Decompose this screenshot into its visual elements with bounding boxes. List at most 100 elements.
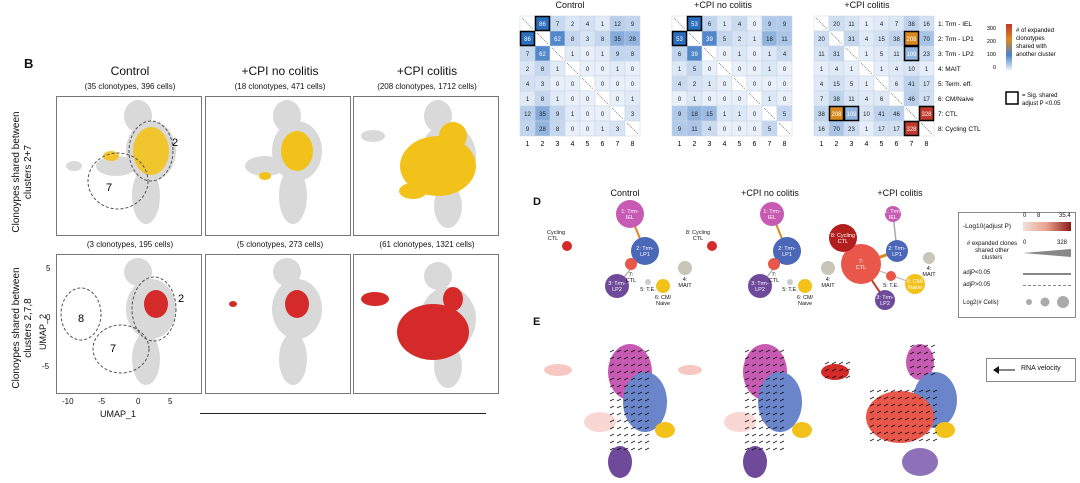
colorbar	[1006, 24, 1012, 70]
velocity-arrow	[904, 431, 910, 435]
velocity-arrow	[630, 377, 636, 381]
matrix-value: 0	[708, 97, 712, 103]
matrix-value: 0	[783, 82, 787, 88]
network-node-label: 3: Trm-	[876, 295, 894, 301]
velocity-arrow	[779, 363, 785, 367]
matrix-row-label: 2: Trm - LP1	[938, 36, 974, 43]
matrix-value: 1	[925, 67, 929, 73]
matrix-value: 1	[678, 67, 682, 73]
velocity-arrow	[609, 363, 615, 367]
network-node-n1	[616, 200, 644, 228]
matrix-value: 39	[706, 37, 713, 43]
velocity-arrow	[772, 377, 778, 381]
matrix-value: 4	[865, 37, 869, 43]
velocity-arrow	[869, 438, 875, 442]
velocity-arrow	[772, 384, 778, 388]
network-node-label: LP2	[880, 301, 890, 307]
matrix-value: 8	[541, 97, 545, 103]
velocity-arrow	[744, 370, 750, 374]
umap-red-cells	[229, 290, 309, 318]
velocity-arrow	[925, 424, 931, 428]
velocity-arrow	[744, 377, 750, 381]
velocity-arrow	[623, 447, 629, 451]
matrix-x-tick: 1	[820, 141, 824, 148]
matrix-value: 0	[631, 82, 635, 88]
network-title-colitis: +CPI colitis	[877, 188, 923, 198]
velocity-arrow	[930, 365, 936, 369]
network-node-label: 8: Cycling	[831, 233, 855, 239]
velocity-arrow	[644, 398, 650, 402]
matrix-diagonal	[718, 62, 731, 75]
matrix-value: 4	[880, 22, 884, 28]
matrix-value: 0	[768, 82, 772, 88]
matrix-x-tick: 8	[783, 141, 787, 148]
cluster2-outline	[131, 276, 177, 342]
network-node-label: 4:	[826, 277, 831, 283]
matrix-x-tick: 4	[723, 141, 727, 148]
matrix-value: 0	[753, 67, 757, 73]
velocity-arrow	[644, 363, 650, 367]
matrix-row-label: 3: Trm - LP2	[938, 51, 974, 58]
matrix-value: 1	[865, 127, 869, 133]
matrix-value: 1	[556, 67, 560, 73]
matrix-value: 10	[908, 67, 915, 73]
network-node-label: 5: T.E.	[782, 287, 798, 293]
matrix-value: 12	[524, 112, 531, 118]
velocity-arrow	[779, 405, 785, 409]
matrix-sig-box	[918, 105, 935, 122]
velocity-arrow	[918, 438, 924, 442]
velocity-arrow	[765, 384, 771, 388]
velocity-arrow	[883, 417, 889, 421]
matrix-value: 0	[753, 22, 757, 28]
velocity-arrow	[630, 398, 636, 402]
velocity-arrow	[779, 370, 785, 374]
velocity-arrow	[744, 398, 750, 402]
velocity-arrow	[637, 440, 643, 444]
velocity-arrow	[637, 412, 643, 416]
matrix-value: 38	[893, 37, 900, 43]
matrix-value: 3	[586, 37, 590, 43]
velocity-arrow	[744, 447, 750, 451]
matrix-sig-box	[903, 120, 920, 137]
velocity-arrow	[616, 384, 622, 388]
matrix-x-tick: 2	[541, 141, 545, 148]
network-node-label: Naive	[798, 301, 812, 307]
velocity-arrow	[623, 412, 629, 416]
matrix-diagonal	[763, 107, 776, 120]
matrix-value: 6	[895, 82, 899, 88]
velocity-arrow	[925, 403, 931, 407]
network-node-label: MAIT	[678, 283, 692, 289]
velocity-arrow	[883, 438, 889, 442]
network-node-label: IEL	[889, 215, 897, 221]
legend-logp-max: 35.4	[1059, 213, 1071, 219]
velocity-arrow	[630, 447, 636, 451]
matrix-value: 9	[526, 127, 530, 133]
matrix-value: 1	[631, 97, 635, 103]
matrix-diagonal	[626, 122, 639, 135]
velocity-arrow	[637, 426, 643, 430]
xtick-neg10: -10	[62, 397, 74, 406]
matrix-value: 2	[693, 82, 697, 88]
velocity-arrow	[744, 440, 750, 444]
matrix-value: 0	[678, 97, 682, 103]
network-node-label: IEL	[768, 215, 776, 221]
velocity-arrow	[751, 398, 757, 402]
velocity-arrow	[758, 398, 764, 402]
velocity-arrow	[923, 344, 929, 348]
network-node-n3	[605, 274, 629, 298]
matrix-value: 0	[723, 52, 727, 58]
matrix-value: 1	[820, 67, 824, 73]
velocity-arrow	[637, 384, 643, 388]
velocity-arrow	[779, 433, 785, 437]
matrix-diagonal	[890, 92, 903, 105]
matrix-value: 28	[629, 37, 636, 43]
network-node-n6	[798, 279, 812, 293]
matrix-value: 2	[526, 67, 530, 73]
velocity-arrow	[932, 403, 938, 407]
velocity-arrow	[897, 417, 903, 421]
velocity-arrow	[758, 405, 764, 409]
matrix-row-label: 7: CTL	[938, 111, 958, 118]
velocity-arrow	[890, 396, 896, 400]
matrix-value: 328	[906, 127, 917, 133]
